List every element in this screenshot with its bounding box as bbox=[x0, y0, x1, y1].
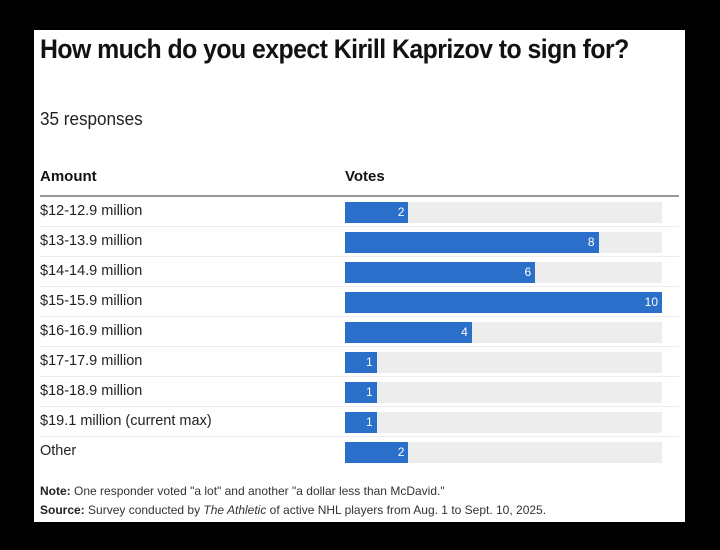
amount-label: Other bbox=[40, 443, 77, 459]
note-label: Note: bbox=[40, 484, 71, 498]
amount-label: $19.1 million (current max) bbox=[40, 413, 212, 429]
bar-track: 6 bbox=[345, 262, 662, 283]
source-text-pre: Survey conducted by bbox=[84, 503, 204, 517]
chart-panel: How much do you expect Kirill Kaprizov t… bbox=[34, 30, 685, 522]
bar-track: 1 bbox=[345, 412, 662, 433]
vote-bar: 10 bbox=[345, 292, 662, 313]
response-count: 35 responses bbox=[40, 109, 143, 129]
vote-bar: 2 bbox=[345, 442, 409, 463]
bar-track: 2 bbox=[345, 202, 662, 223]
amount-label: $16-16.9 million bbox=[40, 323, 143, 339]
vote-count: 4 bbox=[461, 325, 468, 339]
note-line: Note: One responder voted "a lot" and an… bbox=[40, 482, 546, 501]
table-row: $17-17.9 million 1 bbox=[40, 347, 679, 377]
vote-bar: 6 bbox=[345, 262, 536, 283]
vote-bar: 1 bbox=[345, 352, 377, 373]
source-label: Source: bbox=[40, 503, 85, 517]
header-divider bbox=[40, 195, 679, 197]
vote-bar: 1 bbox=[345, 382, 377, 403]
table-row: $15-15.9 million 10 bbox=[40, 287, 679, 317]
vote-bar: 8 bbox=[345, 232, 599, 253]
vote-count: 6 bbox=[524, 265, 532, 279]
vote-count: 1 bbox=[366, 415, 373, 429]
amount-label: $17-17.9 million bbox=[40, 353, 143, 369]
bar-track: 10 bbox=[345, 292, 662, 313]
vote-count: 1 bbox=[366, 385, 373, 399]
column-header-amount: Amount bbox=[40, 168, 97, 185]
amount-label: $14-14.9 million bbox=[40, 263, 143, 279]
bar-track: 1 bbox=[345, 352, 662, 373]
vote-count: 8 bbox=[587, 235, 595, 249]
table-row: Other 2 bbox=[40, 437, 679, 466]
source-line: Source: Survey conducted by The Athletic… bbox=[40, 501, 546, 520]
footnotes: Note: One responder voted "a lot" and an… bbox=[40, 482, 546, 520]
table-row: $13-13.9 million 8 bbox=[40, 227, 679, 257]
bar-track: 2 bbox=[345, 442, 662, 463]
bar-rows: $12-12.9 million 2 $13-13.9 million 8 $14-14… bbox=[40, 197, 679, 466]
vote-bar: 2 bbox=[345, 202, 409, 223]
note-text: One responder voted "a lot" and another … bbox=[70, 484, 445, 498]
amount-label: $12-12.9 million bbox=[40, 203, 143, 219]
column-header-votes: Votes bbox=[345, 168, 385, 185]
table-row: $14-14.9 million 6 bbox=[40, 257, 679, 287]
bar-track: 8 bbox=[345, 232, 662, 253]
source-text-post: of active NHL players from Aug. 1 to Sep… bbox=[266, 503, 547, 517]
table-row: $12-12.9 million 2 bbox=[40, 197, 679, 227]
table-row: $16-16.9 million 4 bbox=[40, 317, 679, 347]
bar-track: 4 bbox=[345, 322, 662, 343]
table-row: $18-18.9 million 1 bbox=[40, 377, 679, 407]
vote-count: 2 bbox=[397, 445, 405, 459]
vote-count: 2 bbox=[397, 205, 405, 219]
vote-bar: 1 bbox=[345, 412, 377, 433]
amount-label: $13-13.9 million bbox=[40, 233, 143, 249]
source-publication: The Athletic bbox=[203, 503, 267, 517]
chart-title: How much do you expect Kirill Kaprizov t… bbox=[40, 34, 629, 64]
vote-count: 1 bbox=[366, 355, 373, 369]
table-row: $19.1 million (current max) 1 bbox=[40, 407, 679, 437]
vote-bar: 4 bbox=[345, 322, 472, 343]
bar-track: 1 bbox=[345, 382, 662, 403]
amount-label: $18-18.9 million bbox=[40, 383, 143, 399]
vote-count: 10 bbox=[644, 295, 658, 309]
amount-label: $15-15.9 million bbox=[40, 293, 143, 309]
